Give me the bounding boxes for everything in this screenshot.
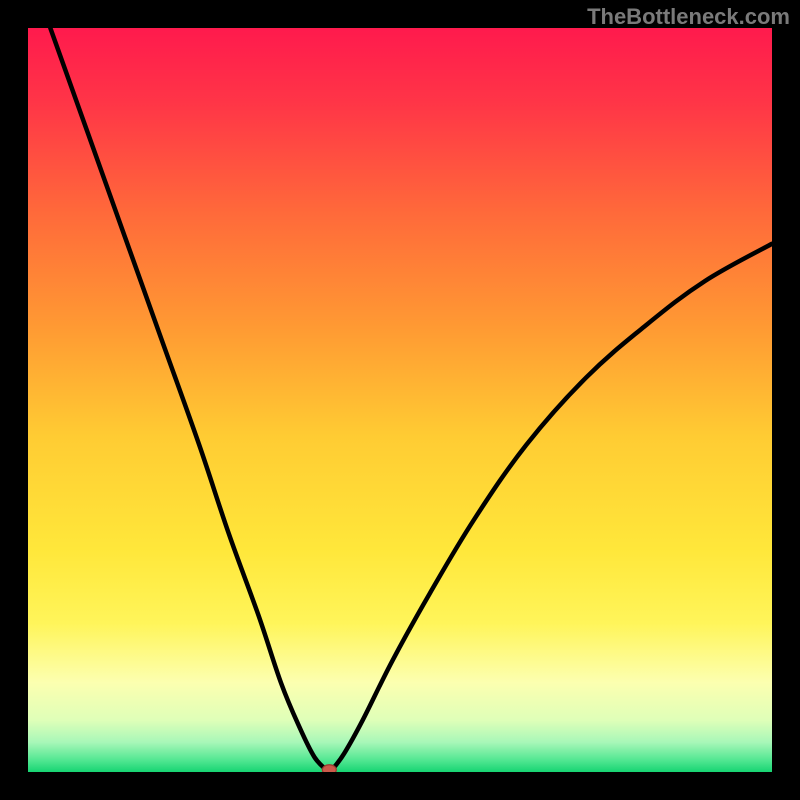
- bottleneck-curve: [28, 28, 772, 772]
- watermark-text: TheBottleneck.com: [587, 4, 790, 30]
- plot-area: [28, 28, 772, 772]
- valley-marker: [322, 765, 336, 772]
- chart-frame: TheBottleneck.com: [0, 0, 800, 800]
